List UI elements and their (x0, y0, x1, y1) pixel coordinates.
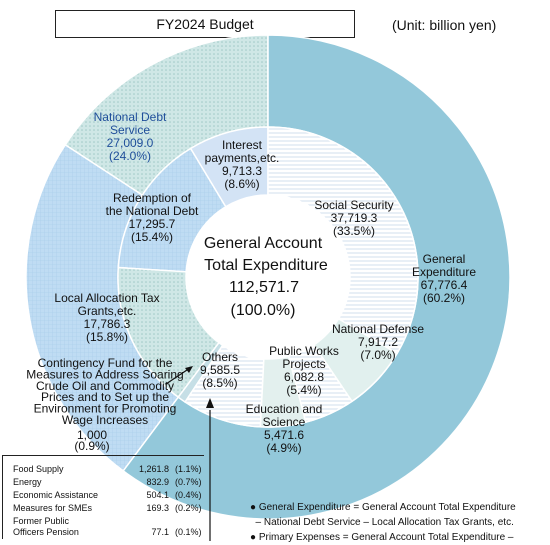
breakdown-value: 1,261.8 (138, 464, 169, 474)
label-national-defense-line-3: (7.0%) (360, 348, 395, 362)
label-contingency-line-1: Contingency Fund for the (38, 356, 173, 370)
label-contingency-line-4: Prices and to Set up the (41, 390, 169, 404)
label-redemption-line-1: Redemption of (113, 191, 192, 205)
center-label: General Account Total Expenditure 112,57… (204, 235, 328, 319)
center-line2: Total Expenditure (204, 257, 328, 274)
others-breakdown-box: Food Supply 1,261.8 (1.1%) Energy 832.9 (0.7%… (2, 455, 204, 539)
inner-segment-local-allocation (117, 266, 220, 399)
label-local-allocation-tax-line-2: Grants,etc. (78, 304, 137, 318)
unit-note: (Unit: billion yen) (392, 17, 497, 33)
note-line-1: ● General Expenditure = General Account … (250, 502, 516, 513)
arrow-contingency (165, 367, 191, 385)
donut-rings (25, 34, 511, 520)
label-education-line-2: Science (263, 415, 306, 429)
label-redemption-line-3: 17,295.7 (129, 217, 176, 231)
note-line-2: – National Debt Service – Local Allocati… (250, 517, 514, 528)
center-line1: General Account (204, 235, 323, 252)
label-general-expenditure-line-1: General (423, 252, 466, 266)
label-interest-line-3: 9,713.3 (222, 164, 262, 178)
label-contingency-line-5: Environment for Promoting (34, 402, 177, 416)
arrow-others-head (206, 398, 214, 408)
label-interest-line-2: payments,etc. (205, 151, 280, 165)
label-social-security-line-1: Social Security (314, 198, 393, 212)
inner-segment-public-works (287, 343, 354, 424)
notes: ● General Expenditure = General Account … (250, 500, 516, 545)
label-interest-line-4: (8.6%) (224, 177, 259, 191)
inner-segment-education (259, 355, 307, 428)
note-line-3: ● Primary Expenses = General Account Tot… (250, 532, 514, 543)
breakdown-percent: (1.1%) (175, 464, 202, 474)
breakdown-percent: (0.4%) (175, 490, 202, 500)
breakdown-name: Economic Assistance (13, 490, 99, 500)
label-redemption-line-2: the National Debt (106, 204, 199, 218)
label-others-line-3: (8.5%) (202, 376, 237, 390)
inner-segment-social-security (267, 126, 419, 355)
chart-title-box: FY2024 Budget (55, 10, 355, 38)
arrow-contingency-head (185, 366, 193, 373)
center-percent: (100.0%) (231, 302, 296, 319)
label-general-expenditure-line-3: 67,776.4 (421, 278, 468, 292)
label-national-defense-line-2: 7,917.2 (358, 335, 398, 349)
label-public-works-line-2: Projects (282, 357, 325, 371)
label-social-security-line-2: 37,719.3 (331, 211, 378, 225)
label-general-expenditure-line-2: Expenditure (412, 265, 476, 279)
breakdown-name: Energy (13, 477, 42, 487)
inner-segment-redemption (117, 147, 227, 273)
breakdown-name: Food Supply (13, 464, 64, 474)
label-social-security-line-3: (33.5%) (333, 224, 375, 238)
chart-title: FY2024 Budget (156, 16, 254, 32)
breakdown-value: 504.1 (146, 490, 169, 500)
label-others-line-2: 9,585.5 (200, 363, 240, 377)
breakdown-percent: (0.2%) (175, 503, 202, 513)
inner-segment-national-defense (312, 317, 399, 403)
label-public-works-line-4: (5.4%) (286, 383, 321, 397)
leader-arrows (165, 366, 214, 541)
label-general-expenditure-line-4: (60.2%) (423, 291, 465, 305)
breakdown-name: Former Public Officers Pension (13, 516, 79, 537)
label-national-defense-line-1: National Defense (332, 322, 424, 336)
center-value: 112,571.7 (229, 279, 299, 296)
breakdown-value: 169.3 (146, 503, 169, 513)
label-redemption-line-4: (15.4%) (131, 230, 173, 244)
label-local-allocation-tax-line-1: Local Allocation Tax (54, 291, 159, 305)
label-national-debt-service-line-3: 27,009.0 (107, 136, 154, 150)
label-contingency-line-2: Measures to Address Soaring (26, 367, 183, 381)
label-national-debt-service-line-4: (24.0%) (109, 149, 151, 163)
label-contingency-line-6: Wage Increases (62, 413, 148, 427)
label-national-debt-service-line-2: Service (110, 123, 150, 137)
label-contingency-value-line-1: 1,000 (77, 428, 107, 442)
label-public-works-line-3: 6,082.8 (284, 370, 324, 384)
label-interest-line-1: Interest (222, 138, 263, 152)
breakdown-percent: (0.1%) (175, 527, 202, 537)
label-contingency-line-3: Crude Oil and Commodity (36, 379, 174, 393)
label-local-allocation-tax-line-4: (15.8%) (86, 330, 128, 344)
label-education-line-1: Education and (246, 402, 323, 416)
breakdown-value: 832.9 (146, 477, 169, 487)
inner-segment-others (184, 344, 265, 428)
label-education-line-3: 5,471.6 (264, 428, 304, 442)
label-public-works-line-1: Public Works (269, 344, 339, 358)
label-local-allocation-tax-line-3: 17,786.3 (84, 317, 131, 331)
label-national-debt-service-line-1: National Debt (94, 110, 167, 124)
breakdown-value: 77.1 (151, 527, 169, 537)
label-others-line-1: Others (202, 350, 238, 364)
label-education-line-4: (4.9%) (266, 441, 301, 455)
label-contingency-value-line-2: (0.9%) (74, 439, 109, 453)
breakdown-name: Measures for SMEs (13, 503, 93, 513)
breakdown-percent: (0.7%) (175, 477, 202, 487)
